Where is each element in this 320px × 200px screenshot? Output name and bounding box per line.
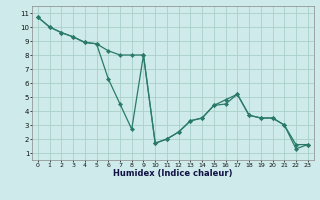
X-axis label: Humidex (Indice chaleur): Humidex (Indice chaleur): [113, 169, 233, 178]
